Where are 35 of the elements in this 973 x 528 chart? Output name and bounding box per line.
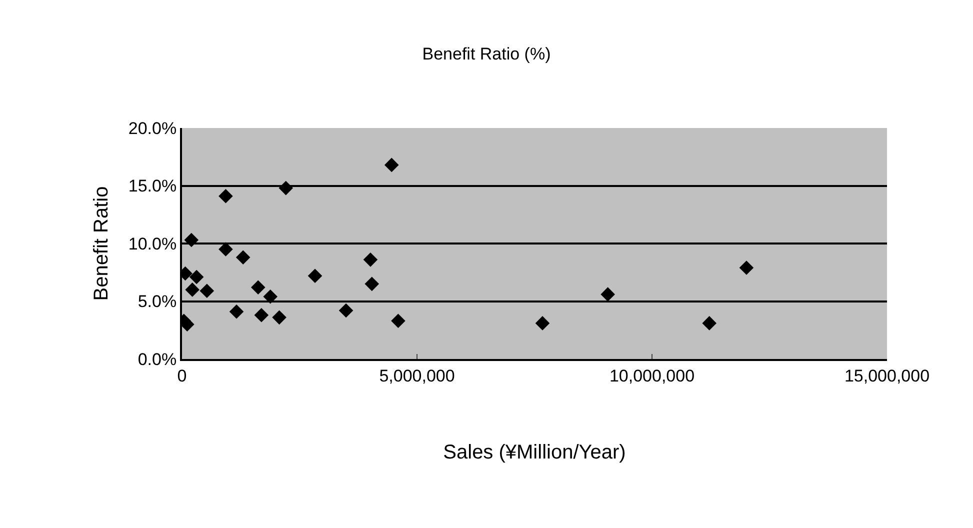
chart-title: Benefit Ratio (%) [422,44,551,64]
point [200,284,214,298]
point [391,314,406,328]
x-axis-title: Sales (¥Million/Year) [443,441,626,464]
point [364,276,380,292]
point [278,180,294,196]
y-tick-label: 15.0% [128,176,177,196]
y-tick-label: 5.0% [138,292,177,312]
x-tick-label: 0 [177,366,187,386]
point [189,270,204,284]
point [218,242,233,256]
point [600,287,615,302]
x-tick-label: 5,000,000 [379,366,455,386]
point [739,260,754,275]
y-axis-title: Benefit Ratio [90,186,112,301]
point [308,268,322,283]
point [185,282,200,297]
point [184,232,199,248]
point [229,304,244,319]
point [338,303,354,318]
point [272,310,286,325]
point [263,289,278,304]
y-tick-label: 20.0% [128,118,177,138]
point [250,280,266,295]
x-tick-label: 15,000,000 [844,366,930,386]
y-tick-label: 0.0% [138,350,177,369]
y-tick-label: 10.0% [128,234,177,254]
point [254,308,269,322]
point [702,316,716,330]
point [363,252,378,267]
point [535,316,550,330]
point [236,250,250,265]
point [384,158,399,172]
point [218,188,233,204]
x-tick-label: 10,000,000 [609,366,695,386]
